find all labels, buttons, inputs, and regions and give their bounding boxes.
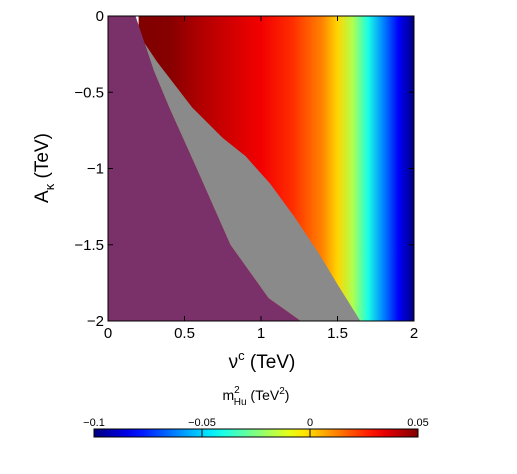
x-axis-label-base: ν (229, 352, 239, 373)
y-axis-label-sub: κ (42, 183, 57, 190)
colorbar-tick-label: 0 (307, 417, 313, 429)
y-tick-label: −1.5 (74, 237, 104, 254)
colorbar (93, 428, 419, 438)
y-tick-label: −1 (87, 161, 104, 178)
colorbar-label-unit-prefix: (TeV (247, 387, 280, 403)
x-tick-label: 1.5 (327, 325, 348, 342)
y-tick-label: −2 (87, 313, 104, 330)
colorbar-label-unit-suffix: ) (285, 387, 290, 403)
colorbar-label-sub: Hu (234, 397, 247, 408)
y-tick-label: 0 (96, 8, 104, 25)
y-axis-label: Aκ (TeV) (32, 133, 57, 203)
x-tick-label: 2 (410, 325, 418, 342)
x-axis-ticks: 0 0.5 1 1.5 2 (104, 16, 418, 342)
x-axis-label-sup: c (238, 348, 245, 363)
colorbar-tick-label: −0.1 (83, 417, 105, 429)
y-axis-label-base: A (32, 190, 53, 203)
excluded-region-gray (144, 43, 361, 321)
x-tick-label: 0.5 (174, 325, 195, 342)
colorbar-label-unit-sup: 2 (279, 386, 285, 397)
y-axis-ticks: 0 −0.5 −1 −1.5 −2 (74, 8, 414, 330)
y-tick-label: −0.5 (74, 84, 104, 101)
colorbar-tick-label: 0.05 (407, 417, 428, 429)
colorbar-tick-label: −0.05 (188, 417, 216, 429)
colorbar-ticks: −0.1 −0.05 0 0.05 (83, 417, 429, 437)
colorbar-label: m2 Hu (TeV2) (223, 385, 290, 408)
x-axis-label: νc (TeV) (229, 348, 296, 373)
x-tick-label: 0 (104, 325, 112, 342)
plot-area (108, 16, 414, 321)
y-axis-label-unit: (TeV) (32, 133, 53, 184)
x-tick-label: 1 (257, 325, 265, 342)
colorbar-label-sup: 2 (234, 385, 240, 396)
x-axis-label-unit: (TeV) (245, 352, 296, 373)
excluded-region-purple (108, 16, 301, 321)
colorbar-label-base: m (223, 387, 235, 403)
